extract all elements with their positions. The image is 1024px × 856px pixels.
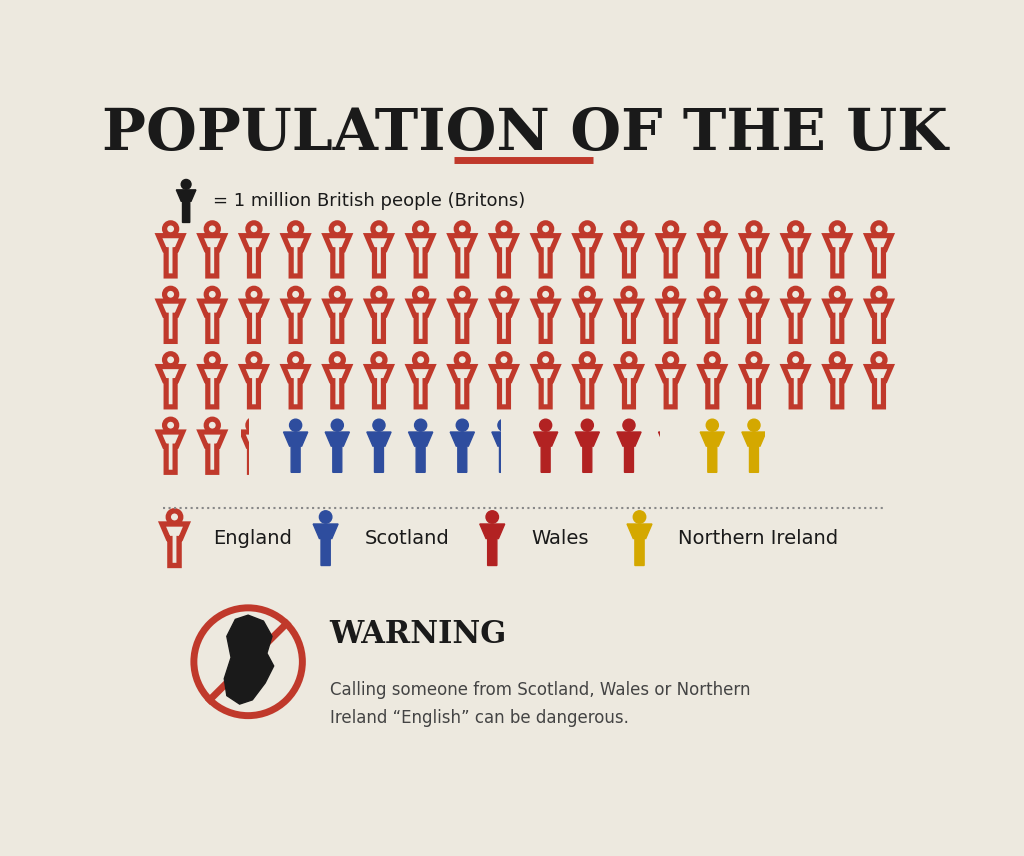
Circle shape — [319, 511, 332, 523]
Circle shape — [457, 419, 468, 431]
Circle shape — [415, 419, 427, 431]
Polygon shape — [284, 432, 308, 473]
Polygon shape — [367, 432, 391, 473]
Polygon shape — [128, 103, 922, 762]
Circle shape — [665, 419, 677, 431]
Circle shape — [623, 419, 635, 431]
Circle shape — [498, 419, 510, 431]
Text: POPULATION OF THE UK: POPULATION OF THE UK — [101, 106, 948, 163]
Polygon shape — [451, 432, 474, 473]
Polygon shape — [575, 432, 599, 473]
Polygon shape — [616, 432, 641, 473]
Text: WARNING: WARNING — [330, 619, 507, 651]
Polygon shape — [176, 190, 196, 223]
Polygon shape — [627, 524, 652, 566]
Polygon shape — [741, 432, 766, 473]
Polygon shape — [480, 524, 505, 566]
Polygon shape — [313, 524, 338, 566]
Text: Northern Ireland: Northern Ireland — [678, 529, 839, 548]
Polygon shape — [409, 432, 433, 473]
Circle shape — [633, 511, 646, 523]
Circle shape — [748, 419, 760, 431]
Text: Scotland: Scotland — [365, 529, 450, 548]
Polygon shape — [534, 432, 558, 473]
Polygon shape — [658, 432, 683, 473]
Polygon shape — [700, 432, 724, 473]
Circle shape — [290, 419, 302, 431]
Circle shape — [582, 419, 593, 431]
Polygon shape — [224, 615, 273, 704]
Polygon shape — [492, 432, 516, 473]
Polygon shape — [326, 432, 349, 473]
Circle shape — [331, 419, 343, 431]
Text: England: England — [213, 529, 292, 548]
Circle shape — [181, 180, 191, 189]
Circle shape — [486, 511, 499, 523]
Text: = 1 million British people (Britons): = 1 million British people (Britons) — [213, 193, 525, 211]
Text: Wales: Wales — [531, 529, 589, 548]
Circle shape — [707, 419, 719, 431]
Circle shape — [540, 419, 552, 431]
Circle shape — [373, 419, 385, 431]
Text: Calling someone from Scotland, Wales or Northern
Ireland “English” can be danger: Calling someone from Scotland, Wales or … — [330, 681, 750, 727]
